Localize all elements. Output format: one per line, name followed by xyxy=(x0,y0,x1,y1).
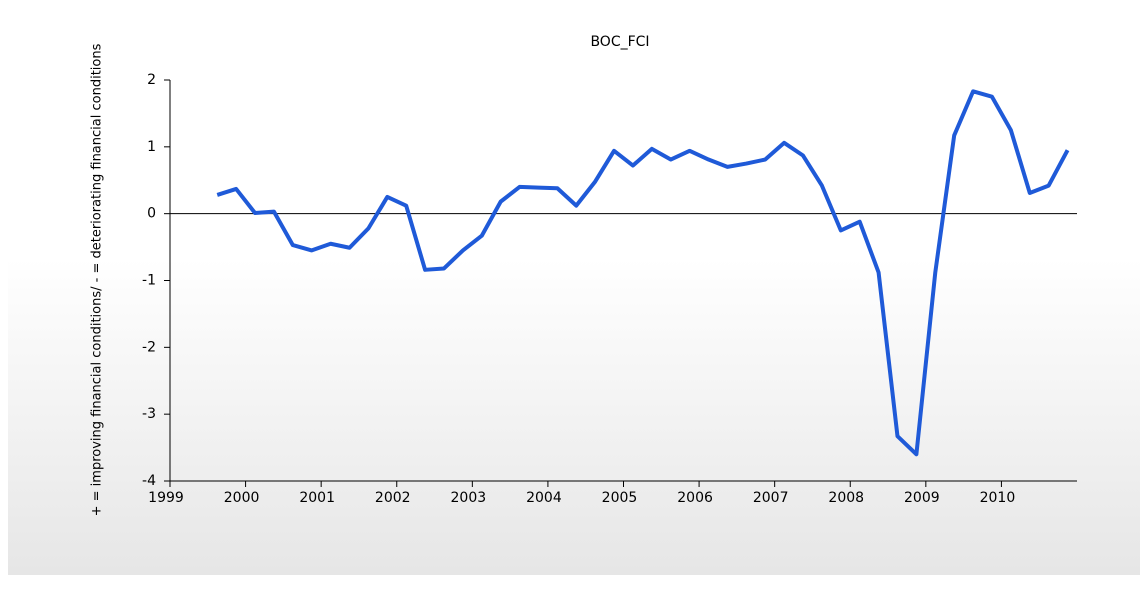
y-tick-label: 2 xyxy=(147,72,156,88)
x-tick-label: 2004 xyxy=(526,490,562,506)
x-tick-label: 2002 xyxy=(375,490,411,506)
y-tick-label: 0 xyxy=(147,206,156,222)
x-tick-label: 2003 xyxy=(451,490,487,506)
y-tick-label: -4 xyxy=(142,473,156,489)
y-tick-label: -1 xyxy=(142,273,156,289)
x-tick-label: 2008 xyxy=(828,490,864,506)
y-tick-label: 1 xyxy=(147,139,156,155)
line-series xyxy=(216,89,1070,457)
y-axis-label: + = improving financial conditions/ - = … xyxy=(90,43,105,516)
x-tick-label: 2005 xyxy=(602,490,638,506)
y-tick-label: -2 xyxy=(142,339,156,355)
x-tick-label: 2006 xyxy=(677,490,713,506)
background xyxy=(8,0,1140,575)
x-tick-label: 1999 xyxy=(148,490,184,506)
x-tick-label: 2000 xyxy=(224,490,260,506)
x-tick-label: 2001 xyxy=(299,490,335,506)
x-tick-label: 2010 xyxy=(980,490,1016,506)
y-tick-label: -3 xyxy=(142,406,156,422)
chart-title: BOC_FCI xyxy=(590,34,649,50)
x-tick-label: 2009 xyxy=(904,490,940,506)
x-tick-label: 2007 xyxy=(753,490,789,506)
